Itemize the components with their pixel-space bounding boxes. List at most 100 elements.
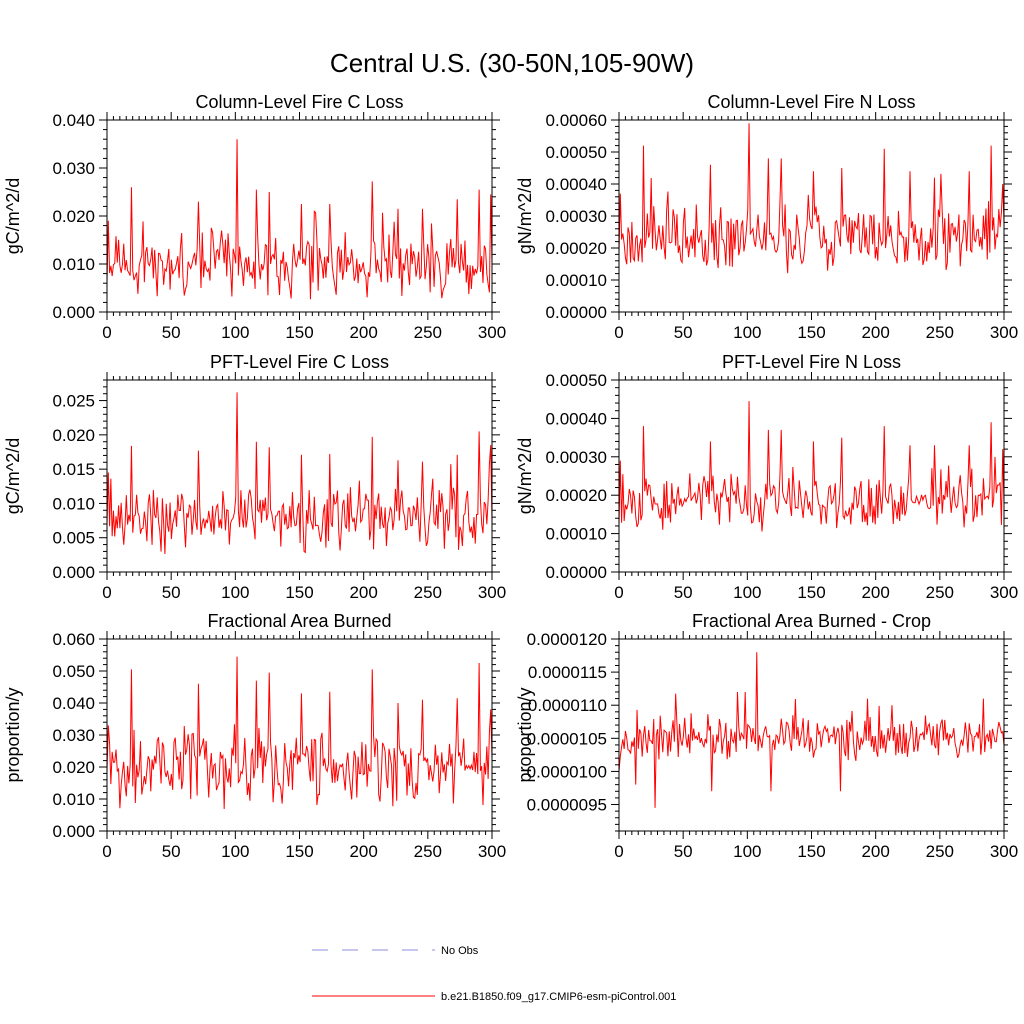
x-tick-label: 200 bbox=[349, 842, 377, 861]
x-tick-label: 200 bbox=[349, 583, 377, 602]
chart-pft-fire-c: PFT-Level Fire C Loss gC/m^2/d 0 50 100 150 20… bbox=[3, 352, 506, 602]
y-axis-label: proportion/y bbox=[3, 687, 23, 782]
x-tick-label: 300 bbox=[990, 323, 1018, 342]
y-tick-label: 0.00040 bbox=[546, 175, 607, 194]
y-tick-label: 0.000 bbox=[52, 303, 95, 322]
x-tick-label: 0 bbox=[614, 323, 623, 342]
x-tick-label: 150 bbox=[797, 583, 825, 602]
chart-title: Column-Level Fire N Loss bbox=[707, 92, 915, 112]
y-tick-label: 0.0000115 bbox=[528, 663, 607, 682]
x-tick-label: 100 bbox=[221, 842, 249, 861]
series-line bbox=[618, 123, 1005, 274]
y-tick-label: 0.0000100 bbox=[527, 762, 607, 781]
series-line bbox=[618, 652, 1005, 808]
x-tick-label: 300 bbox=[478, 583, 506, 602]
x-tick-label: 200 bbox=[349, 323, 377, 342]
x-tick-label: 150 bbox=[285, 842, 313, 861]
y-tick-label: 0.00040 bbox=[546, 409, 607, 428]
y-tick-label: 0.00050 bbox=[546, 371, 607, 390]
chart-col-fire-c: Column-Level Fire C Loss gC/m^2/d 0 50 100 15… bbox=[3, 92, 506, 342]
y-tick-label: 0.020 bbox=[52, 207, 95, 226]
x-tick-label: 100 bbox=[733, 842, 761, 861]
x-tick-label: 250 bbox=[926, 842, 954, 861]
y-tick-label: 0.025 bbox=[52, 392, 95, 411]
legend-label-2: b.e21.B1850.f09_g17.CMIP6-esm-piControl.… bbox=[441, 991, 676, 1003]
x-tick-label: 200 bbox=[861, 842, 889, 861]
y-axis-label: proportion/y bbox=[515, 687, 535, 782]
x-tick-label: 0 bbox=[102, 842, 111, 861]
x-tick-label: 0 bbox=[614, 842, 623, 861]
chart-frac-area: Fractional Area Burned proportion/y 0 50 100… bbox=[3, 611, 506, 861]
x-tick-label: 250 bbox=[414, 842, 442, 861]
y-tick-label: 0.010 bbox=[52, 494, 95, 513]
x-tick-label: 50 bbox=[162, 583, 181, 602]
y-tick-label: 0.0000110 bbox=[528, 696, 607, 715]
y-tick-label: 0.0000105 bbox=[527, 729, 607, 748]
series-line bbox=[106, 392, 493, 555]
y-tick-label: 0.000 bbox=[52, 822, 95, 841]
x-tick-label: 250 bbox=[926, 323, 954, 342]
x-tick-label: 150 bbox=[285, 583, 313, 602]
y-tick-label: 0.00000 bbox=[546, 303, 607, 322]
legend: No Obs b.e21.B1850.f09_g17.CMIP6-esm-piCo… bbox=[312, 945, 676, 1003]
x-tick-label: 50 bbox=[674, 583, 693, 602]
page-title: Central U.S. (30-50N,105-90W) bbox=[330, 48, 694, 78]
y-tick-label: 0.050 bbox=[52, 662, 95, 681]
y-tick-label: 0.000 bbox=[52, 563, 95, 582]
chart-frac-area-crop: Fractional Area Burned - Crop proportion/… bbox=[515, 611, 1018, 861]
x-tick-label: 50 bbox=[162, 323, 181, 342]
y-tick-label: 0.015 bbox=[52, 460, 95, 479]
x-tick-label: 100 bbox=[221, 583, 249, 602]
legend-label-1: No Obs bbox=[441, 945, 479, 957]
y-tick-label: 0.00010 bbox=[546, 271, 607, 290]
x-tick-label: 300 bbox=[990, 842, 1018, 861]
chart-panels: Column-Level Fire C Loss gC/m^2/d 0 50 100 15… bbox=[3, 92, 1018, 861]
x-tick-label: 300 bbox=[478, 323, 506, 342]
x-tick-label: 250 bbox=[414, 323, 442, 342]
chart-title: Fractional Area Burned - Crop bbox=[692, 611, 931, 631]
chart-title: PFT-Level Fire N Loss bbox=[722, 352, 901, 372]
y-axis-label: gC/m^2/d bbox=[3, 438, 23, 514]
y-tick-label: 0.00000 bbox=[546, 563, 607, 582]
y-tick-label: 0.0000120 bbox=[527, 630, 607, 649]
y-tick-label: 0.010 bbox=[52, 790, 95, 809]
chart-title: Column-Level Fire C Loss bbox=[195, 92, 403, 112]
y-axis-label: gC/m^2/d bbox=[3, 178, 23, 254]
x-tick-label: 50 bbox=[674, 842, 693, 861]
x-tick-label: 200 bbox=[861, 583, 889, 602]
chart-col-fire-n: Column-Level Fire N Loss gN/m^2/d 0 50 100 15… bbox=[515, 92, 1018, 342]
x-tick-label: 150 bbox=[797, 842, 825, 861]
x-tick-label: 150 bbox=[797, 323, 825, 342]
plot-frame bbox=[106, 638, 493, 832]
y-tick-label: 0.00030 bbox=[546, 207, 607, 226]
y-tick-label: 0.030 bbox=[52, 726, 95, 745]
x-tick-label: 150 bbox=[285, 323, 313, 342]
y-tick-label: 0.0000095 bbox=[527, 796, 607, 815]
x-tick-label: 300 bbox=[478, 842, 506, 861]
y-tick-label: 0.020 bbox=[52, 758, 95, 777]
x-tick-label: 0 bbox=[102, 323, 111, 342]
y-tick-label: 0.005 bbox=[52, 529, 95, 548]
y-tick-label: 0.030 bbox=[52, 159, 95, 178]
x-tick-label: 250 bbox=[926, 583, 954, 602]
y-tick-label: 0.00020 bbox=[546, 239, 607, 258]
y-tick-label: 0.00060 bbox=[546, 111, 607, 130]
y-axis-label: gN/m^2/d bbox=[515, 438, 535, 514]
y-tick-label: 0.00020 bbox=[546, 486, 607, 505]
chart-title: PFT-Level Fire C Loss bbox=[210, 352, 389, 372]
y-tick-label: 0.020 bbox=[52, 426, 95, 445]
x-tick-label: 200 bbox=[861, 323, 889, 342]
x-tick-label: 300 bbox=[990, 583, 1018, 602]
x-tick-label: 100 bbox=[221, 323, 249, 342]
series-line bbox=[106, 139, 493, 300]
y-axis-label: gN/m^2/d bbox=[515, 178, 535, 254]
x-tick-label: 0 bbox=[614, 583, 623, 602]
chart-title: Fractional Area Burned bbox=[207, 611, 391, 631]
x-tick-label: 0 bbox=[102, 583, 111, 602]
y-tick-label: 0.010 bbox=[52, 255, 95, 274]
y-tick-label: 0.00050 bbox=[546, 143, 607, 162]
series-line bbox=[618, 401, 1005, 532]
y-tick-label: 0.00010 bbox=[546, 525, 607, 544]
y-tick-label: 0.040 bbox=[52, 694, 95, 713]
